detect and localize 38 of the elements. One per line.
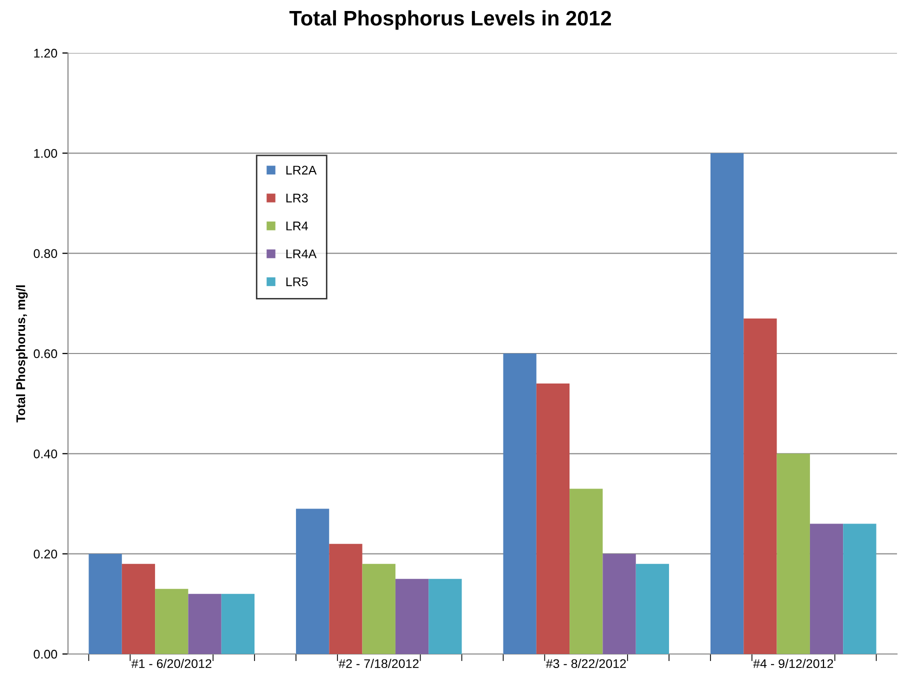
legend-label: LR4A: [286, 250, 317, 258]
legend-label: LR5: [286, 277, 308, 286]
bar: [155, 588, 188, 654]
x-tick-label: #1 - 6/20/2012: [131, 658, 212, 668]
bar: [536, 384, 570, 654]
y-tick-label: 0.40: [34, 449, 58, 458]
legend-label: LR4: [286, 222, 308, 230]
bar: [810, 524, 844, 654]
y-tick-label: 0.60: [34, 349, 58, 358]
bar: [329, 544, 362, 654]
x-tick-label: #3 - 8/22/2012: [546, 658, 626, 668]
bar: [122, 564, 156, 654]
bar: [744, 318, 777, 654]
bar: [188, 594, 222, 654]
x-tick-label: #2 - 7/18/2012: [338, 658, 419, 668]
bar: [221, 594, 255, 654]
y-tick-label: 0.20: [34, 550, 58, 558]
bar: [395, 578, 429, 654]
legend-label: LR2A: [286, 166, 317, 174]
x-tick-label: #4 - 9/12/2012: [753, 658, 834, 668]
y-tick-label: 1.20: [34, 48, 58, 58]
bar: [570, 488, 603, 654]
bar: [636, 564, 670, 654]
bar: [776, 454, 810, 654]
bar: [843, 524, 876, 654]
bar: [296, 508, 330, 654]
bar: [503, 354, 536, 654]
y-tick-label: 0.80: [34, 249, 58, 258]
bar: [428, 578, 462, 654]
bar: [88, 554, 122, 654]
y-axis-title: Total Phosphorus, mg/l: [16, 285, 28, 422]
y-tick-label: 1.00: [34, 148, 58, 158]
bar: [362, 564, 396, 654]
bar: [710, 153, 744, 654]
bar: [602, 554, 636, 654]
chart-title: Total Phosphorus Levels in 2012: [289, 10, 611, 30]
legend-label: LR3: [286, 194, 308, 202]
y-tick-label: 0.00: [34, 650, 58, 659]
